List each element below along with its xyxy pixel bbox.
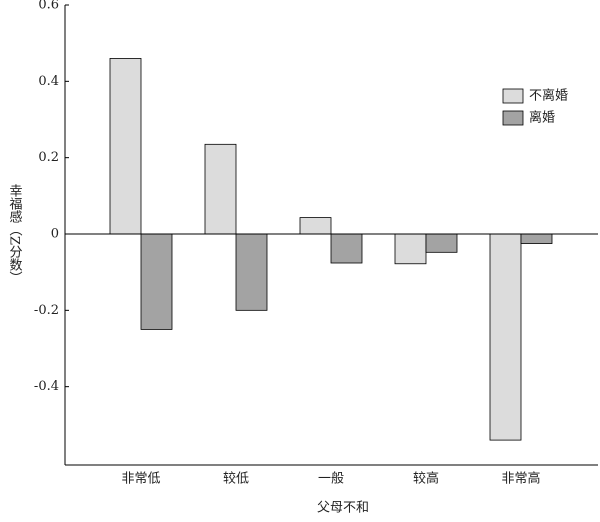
- bar: [235, 233, 268, 311]
- y-tick-label: -0.2: [34, 303, 59, 318]
- y-tick-label: -0.4: [34, 379, 59, 394]
- bar: [109, 58, 142, 235]
- legend-swatch: [502, 88, 524, 104]
- y-tick-label: 0.6: [38, 0, 59, 13]
- x-tick-label: 非常高: [501, 471, 540, 487]
- x-tick-label: 一般: [318, 471, 344, 487]
- y-tick-label: 0.2: [38, 150, 59, 165]
- bar: [394, 233, 427, 265]
- bar: [299, 217, 332, 235]
- bar: [140, 233, 173, 330]
- legend-label: 离婚: [529, 110, 555, 126]
- x-tick-label: 较低: [223, 472, 249, 487]
- y-tick-label: 0: [51, 227, 59, 242]
- bar: [330, 233, 363, 264]
- x-axis-label: 父母不和: [317, 501, 369, 516]
- bar: [204, 143, 237, 235]
- legend-label: 不离婚: [529, 88, 568, 104]
- y-axis-label: 幸福感（Z分数）: [7, 184, 23, 284]
- bar: [489, 233, 522, 441]
- x-tick-label: 非常低: [121, 472, 160, 487]
- x-tick-label: 较高: [413, 471, 439, 487]
- bar: [520, 233, 553, 244]
- legend-swatch: [502, 110, 524, 126]
- y-tick-label: 0.4: [38, 74, 59, 89]
- bar: [425, 233, 458, 253]
